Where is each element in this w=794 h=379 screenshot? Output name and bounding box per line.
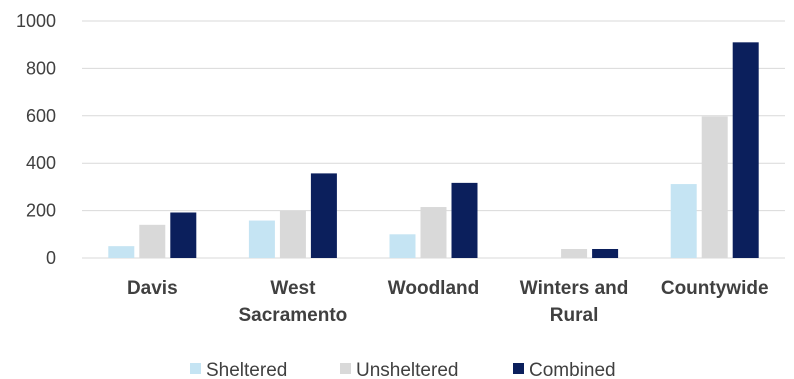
bar-sheltered xyxy=(248,220,275,258)
y-tick-label: 800 xyxy=(26,58,56,78)
bars xyxy=(108,42,759,258)
x-axis-categories: Davis West Sacramento Woodland Winters and Ru… xyxy=(127,278,769,326)
bar-unsheltered xyxy=(701,116,728,258)
y-axis: 0 200 400 600 800 1000 xyxy=(16,11,56,268)
bar-unsheltered xyxy=(561,248,588,258)
legend-label-unsheltered: Unsheltered xyxy=(356,360,458,379)
bar-combined xyxy=(451,182,478,258)
y-tick-label: 400 xyxy=(26,153,56,173)
bar-sheltered xyxy=(389,234,416,258)
bar-sheltered xyxy=(670,184,697,258)
bar-combined xyxy=(732,42,759,258)
bar-combined xyxy=(592,248,619,258)
x-category-label: Woodland xyxy=(388,278,479,299)
legend-label-combined: Combined xyxy=(529,360,616,379)
bar-combined xyxy=(170,212,197,258)
x-category-label: Countywide xyxy=(661,278,769,299)
y-tick-label: 200 xyxy=(26,201,56,221)
legend-swatch-combined xyxy=(513,363,524,374)
legend-swatch-sheltered xyxy=(190,363,201,374)
x-category-label: Davis xyxy=(127,278,178,299)
legend-swatch-unsheltered xyxy=(340,363,351,374)
bar-unsheltered xyxy=(420,207,447,258)
y-tick-label: 1000 xyxy=(16,11,56,31)
bar-unsheltered xyxy=(279,210,306,258)
y-tick-label: 600 xyxy=(26,106,56,126)
y-tick-label: 0 xyxy=(46,248,56,268)
legend: Sheltered Unsheltered Combined xyxy=(190,360,616,379)
bar-unsheltered xyxy=(139,224,166,258)
x-category-label: Winters and Rural xyxy=(520,278,629,326)
legend-label-sheltered: Sheltered xyxy=(206,360,287,379)
gridlines xyxy=(82,20,785,259)
bar-sheltered xyxy=(108,246,135,258)
bar-combined xyxy=(310,173,337,258)
x-category-label: West Sacramento xyxy=(239,278,348,326)
